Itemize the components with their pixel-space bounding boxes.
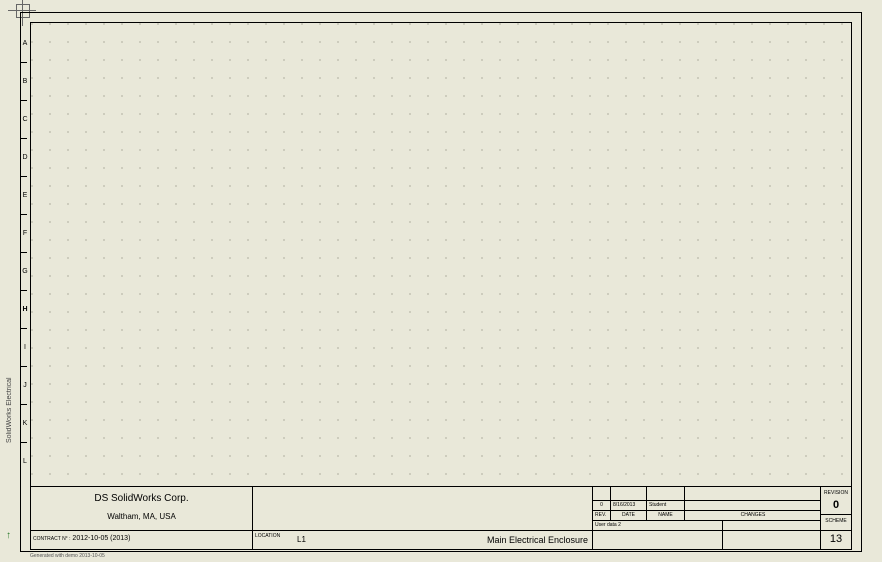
revision-table-blank-row xyxy=(593,487,820,501)
row-tick xyxy=(20,100,27,101)
scheme-value: 13 xyxy=(821,531,851,545)
row-tick xyxy=(20,252,27,253)
revision-table-header-row: REV. DATE NAME CHANGES xyxy=(593,511,820,521)
scheme-label: SCHEME xyxy=(821,515,851,524)
row-label-l: L xyxy=(20,458,30,465)
location-title-cell: LOCATION L1 Main Electrical Enclosure xyxy=(253,531,593,549)
contract-cell: CONTRACT N° : 2012-10-05 (2013) xyxy=(31,531,253,549)
row-label-a: A xyxy=(20,40,30,47)
row2-blank-cell xyxy=(723,531,821,549)
title-block-row-1: DS SolidWorks Corp. Waltham, MA, USA 0 8… xyxy=(31,487,851,531)
company-address: Waltham, MA, USA xyxy=(31,504,252,521)
row-label-i: I xyxy=(20,344,30,351)
rev-cell-rev: 0 xyxy=(593,501,611,510)
row-tick xyxy=(20,442,27,443)
product-vertical-label: SolidWorks Electrical xyxy=(6,300,16,520)
revision-label: REVISION xyxy=(821,487,851,496)
drawing-canvas[interactable]: A B C D E F G H I J K L SolidWorks Elect… xyxy=(0,0,882,562)
title-block: DS SolidWorks Corp. Waltham, MA, USA 0 8… xyxy=(30,487,852,550)
row2-userdata-cell xyxy=(593,531,723,549)
row-label-c: C xyxy=(20,116,30,123)
row-tick xyxy=(20,366,27,367)
up-arrow-icon: ↑ xyxy=(6,530,11,541)
contract-value: 2012-10-05 (2013) xyxy=(72,535,130,542)
row-label-k: K xyxy=(20,420,30,427)
footer-text: Generated with demo 2013-10-05 xyxy=(30,553,105,559)
location-value: L1 xyxy=(297,535,306,544)
row-labels: A B C D E F G H I J K L xyxy=(20,22,30,487)
row-label-j: J xyxy=(20,382,30,389)
row-tick xyxy=(20,62,27,63)
sheet-inner-frame[interactable] xyxy=(30,22,852,487)
row-label-g: G xyxy=(20,268,30,275)
row-tick xyxy=(20,214,27,215)
revision-scheme-cell: REVISION 0 SCHEME xyxy=(821,487,851,531)
rev-cell-date: 8/16/2013 xyxy=(611,501,647,510)
company-name: DS SolidWorks Corp. xyxy=(31,487,252,504)
rev-cell-changes xyxy=(685,501,821,510)
rev-cell-name: Student xyxy=(647,501,685,510)
row-tick xyxy=(20,404,27,405)
rev-hdr-name: NAME xyxy=(647,511,685,520)
company-cell: DS SolidWorks Corp. Waltham, MA, USA xyxy=(31,487,253,531)
rev-hdr-rev: REV. xyxy=(593,511,611,520)
scheme-value-cell: 13 xyxy=(821,531,851,549)
row-label-d: D xyxy=(20,154,30,161)
row-label-f: F xyxy=(20,230,30,237)
sheet-title: Main Electrical Enclosure xyxy=(403,535,588,545)
row-tick xyxy=(20,138,27,139)
revision-table-cell: 0 8/16/2013 Student REV. DATE NAME CHANG… xyxy=(593,487,821,531)
revision-table-data-row: 0 8/16/2013 Student xyxy=(593,501,820,511)
revision-userdata-row: User data 2 xyxy=(593,521,820,531)
title-block-mid-cell xyxy=(253,487,593,531)
user-data-label: User data 2 xyxy=(593,521,723,531)
location-label: LOCATION xyxy=(255,533,280,539)
rev-hdr-changes: CHANGES xyxy=(685,511,821,520)
revision-table: 0 8/16/2013 Student REV. DATE NAME CHANG… xyxy=(593,487,820,531)
rev-hdr-date: DATE xyxy=(611,511,647,520)
row-tick xyxy=(20,328,27,329)
row-tick xyxy=(20,290,27,291)
row-tick xyxy=(20,176,27,177)
contract-label: CONTRACT N° : xyxy=(33,536,70,542)
row-label-h: H xyxy=(20,306,30,313)
title-block-row-2: CONTRACT N° : 2012-10-05 (2013) LOCATION… xyxy=(31,531,851,549)
row-label-b: B xyxy=(20,78,30,85)
row-label-e: E xyxy=(20,192,30,199)
revision-value: 0 xyxy=(821,496,851,511)
